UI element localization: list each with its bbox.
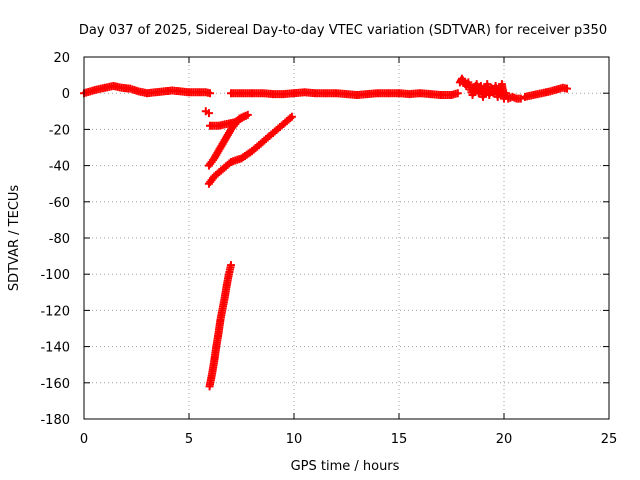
- y-tick-label: -120: [40, 304, 70, 319]
- y-tick-label: -60: [49, 196, 70, 211]
- data-point: [563, 84, 571, 93]
- y-tick-label: -160: [40, 377, 70, 392]
- y-tick-label: -80: [49, 232, 70, 247]
- data-points: [80, 74, 571, 391]
- x-axis-label: GPS time / hours: [291, 459, 400, 474]
- grid-lines: [84, 57, 609, 419]
- y-tick-label: -100: [40, 268, 70, 283]
- x-tick-label: 20: [496, 432, 513, 447]
- data-point: [206, 89, 214, 98]
- data-point: [204, 161, 213, 170]
- axis-ticks: 0 5 10 15 20 25 20 0 -20 -40 -60 -80 -100 -120 -140 -16…: [40, 51, 617, 447]
- y-tick-label: 0: [62, 87, 70, 102]
- y-tick-label: 20: [53, 51, 70, 66]
- data-point: [453, 89, 462, 98]
- x-tick-label: 0: [80, 432, 88, 447]
- data-point: [204, 109, 213, 118]
- data-point: [227, 261, 235, 270]
- data-point: [516, 94, 525, 103]
- x-tick-label: 5: [185, 432, 193, 447]
- y-tick-label: -180: [40, 413, 70, 428]
- plot-frame: [83, 56, 610, 420]
- x-tick-label: 25: [601, 432, 618, 447]
- x-tick-label: 15: [391, 432, 408, 447]
- x-tick-label: 10: [286, 432, 303, 447]
- data-point: [287, 112, 296, 121]
- y-tick-label: -140: [40, 341, 70, 356]
- y-tick-label: -40: [49, 160, 70, 175]
- chart-title: Day 037 of 2025, Sidereal Day-to-day VTE…: [79, 23, 607, 38]
- y-tick-label: -20: [49, 123, 70, 138]
- y-axis-label: SDTVAR / TECUs: [7, 185, 22, 292]
